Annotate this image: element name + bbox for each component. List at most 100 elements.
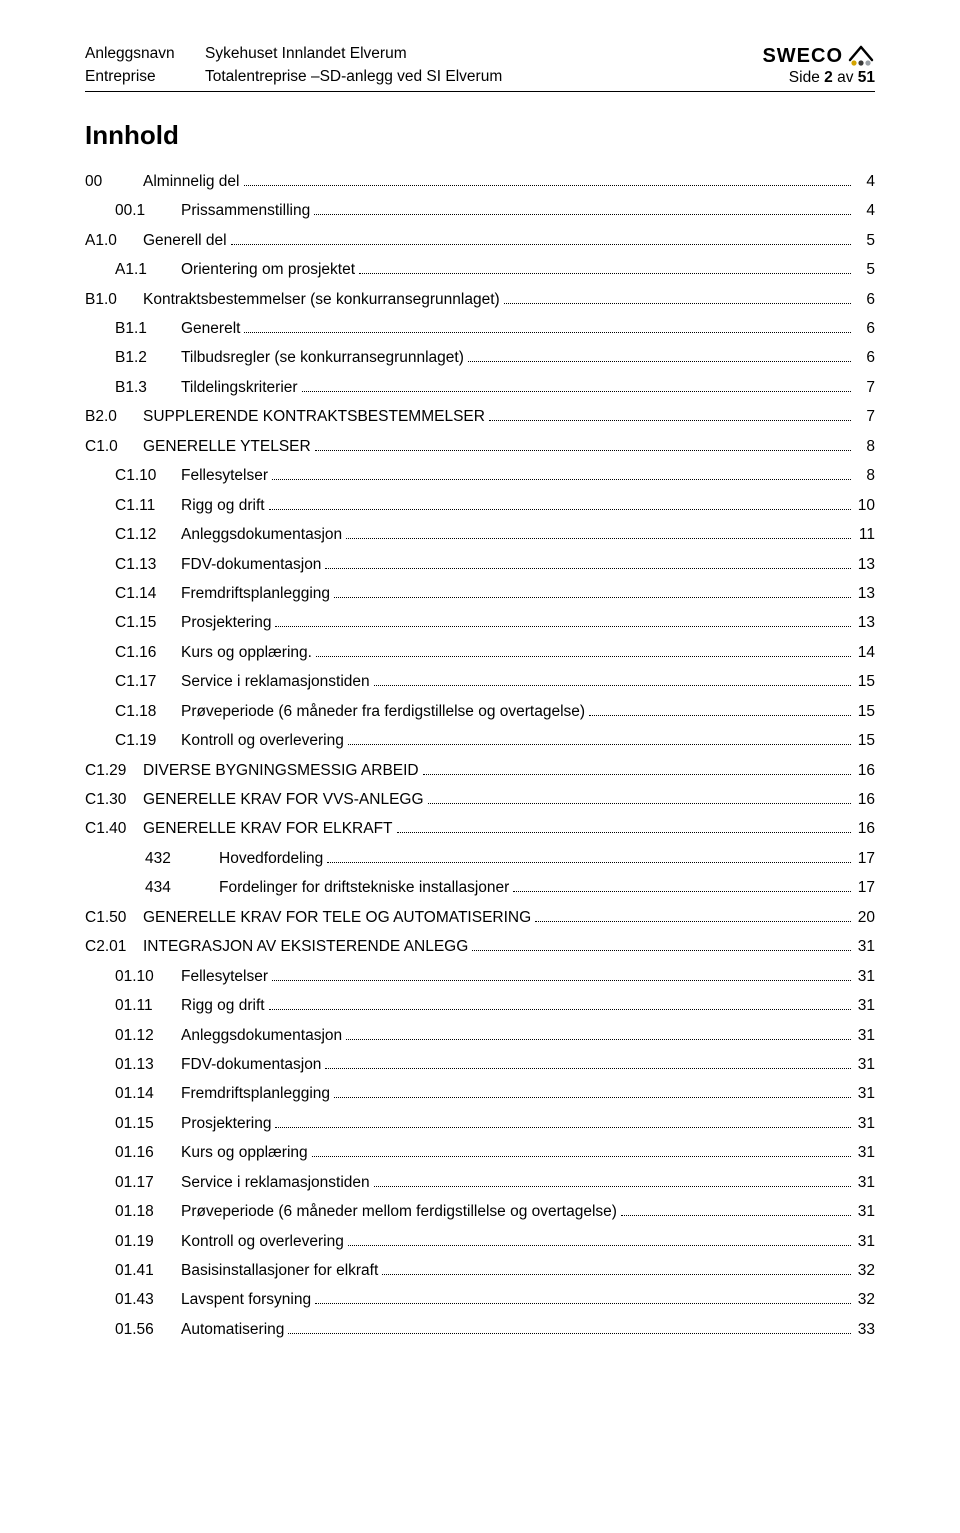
toc-entry-page: 14 (855, 638, 875, 667)
toc-row[interactable]: C1.11Rigg og drift10 (85, 491, 875, 520)
toc-row[interactable]: 01.43Lavspent forsyning32 (85, 1285, 875, 1314)
toc-entry-label: Kontroll og overlevering (181, 1227, 344, 1256)
toc-entry-label: Lavspent forsyning (181, 1285, 311, 1314)
toc-row[interactable]: 00Alminnelig del4 (85, 167, 875, 196)
page-num-prefix: Side (789, 69, 824, 86)
toc-row[interactable]: 01.14Fremdriftsplanlegging31 (85, 1079, 875, 1108)
toc-entry-number: C1.17 (85, 667, 181, 696)
toc-entry-label: Orientering om prosjektet (181, 255, 355, 284)
toc-entry-number: C1.10 (85, 461, 181, 490)
toc-row[interactable]: 01.19Kontroll og overlevering31 (85, 1227, 875, 1256)
toc-leader-dots (374, 1176, 851, 1187)
toc-leader-dots (382, 1264, 851, 1275)
toc-row[interactable]: B1.3Tildelingskriterier7 (85, 373, 875, 402)
toc-row[interactable]: 01.11Rigg og drift31 (85, 991, 875, 1020)
toc-leader-dots (423, 764, 851, 775)
toc-leader-dots (327, 852, 851, 863)
toc-entry-page: 31 (855, 1109, 875, 1138)
toc-entry-number: A1.0 (85, 226, 143, 255)
toc-leader-dots (269, 499, 851, 510)
toc-entry-label: GENERELLE YTELSER (143, 432, 311, 461)
toc-row[interactable]: B1.1Generelt6 (85, 314, 875, 343)
toc-entry-page: 32 (855, 1256, 875, 1285)
toc-row[interactable]: 01.15Prosjektering31 (85, 1109, 875, 1138)
toc-row[interactable]: C1.18Prøveperiode (6 måneder fra ferdigs… (85, 697, 875, 726)
toc-row[interactable]: C1.14Fremdriftsplanlegging13 (85, 579, 875, 608)
toc-row[interactable]: 01.17Service i reklamasjonstiden31 (85, 1168, 875, 1197)
page-num-total: 51 (858, 69, 875, 86)
toc-row[interactable]: A1.0Generell del5 (85, 226, 875, 255)
toc-entry-page: 4 (855, 167, 875, 196)
toc-row[interactable]: 00.1Prissammenstilling4 (85, 196, 875, 225)
sweco-logo: SWECO (762, 44, 875, 68)
toc-entry-number: 01.41 (85, 1256, 181, 1285)
toc-row[interactable]: 01.10Fellesytelser31 (85, 962, 875, 991)
toc-entry-label: Prøveperiode (6 måneder mellom ferdigsti… (181, 1197, 617, 1226)
toc-row[interactable]: C1.17Service i reklamasjonstiden15 (85, 667, 875, 696)
toc-row[interactable]: B1.2Tilbudsregler (se konkurransegrunnla… (85, 343, 875, 372)
toc-row[interactable]: 01.18Prøveperiode (6 måneder mellom ferd… (85, 1197, 875, 1226)
toc-row[interactable]: C1.40GENERELLE KRAV FOR ELKRAFT16 (85, 814, 875, 843)
toc-entry-label: Kontraktsbestemmelser (se konkurransegru… (143, 285, 500, 314)
toc-row[interactable]: 01.13FDV-dokumentasjon31 (85, 1050, 875, 1079)
toc-entry-number: 00 (85, 167, 143, 196)
toc-row[interactable]: 432Hovedfordeling17 (85, 844, 875, 873)
toc-entry-label: Tildelingskriterier (181, 373, 298, 402)
toc-row[interactable]: B1.0Kontraktsbestemmelser (se konkurrans… (85, 285, 875, 314)
toc-entry-number: C1.11 (85, 491, 181, 520)
toc-leader-dots (504, 293, 851, 304)
toc-row[interactable]: C1.16Kurs og opplæring.14 (85, 638, 875, 667)
toc-entry-label: SUPPLERENDE KONTRAKTSBESTEMMELSER (143, 402, 485, 431)
toc-entry-label: Fellesytelser (181, 461, 268, 490)
toc-row[interactable]: C1.19Kontroll og overlevering15 (85, 726, 875, 755)
toc-leader-dots (621, 1205, 851, 1216)
toc-row[interactable]: 01.16Kurs og opplæring31 (85, 1138, 875, 1167)
toc-entry-label: Prøveperiode (6 måneder fra ferdigstille… (181, 697, 585, 726)
toc-leader-dots (428, 793, 851, 804)
toc-entry-label: INTEGRASJON AV EKSISTERENDE ANLEGG (143, 932, 468, 961)
toc-row[interactable]: C1.10Fellesytelser8 (85, 461, 875, 490)
toc-entry-number: B1.2 (85, 343, 181, 372)
toc-row[interactable]: C2.01INTEGRASJON AV EKSISTERENDE ANLEGG3… (85, 932, 875, 961)
toc-row[interactable]: 01.12Anleggsdokumentasjon31 (85, 1021, 875, 1050)
toc-entry-page: 13 (855, 550, 875, 579)
toc-entry-page: 31 (855, 1168, 875, 1197)
toc-row[interactable]: 01.41Basisinstallasjoner for elkraft 32 (85, 1256, 875, 1285)
toc-row[interactable]: C1.29DIVERSE BYGNINGSMESSIG ARBEID16 (85, 756, 875, 785)
page: Anleggsnavn Sykehuset Innlandet Elverum … (0, 0, 960, 1404)
toc-entry-label: Tilbudsregler (se konkurransegrunnlaget) (181, 343, 464, 372)
toc-entry-label: Fellesytelser (181, 962, 268, 991)
toc-row[interactable]: 01.56Automatisering33 (85, 1315, 875, 1344)
toc-entry-number: 434 (85, 873, 219, 902)
toc-leader-dots (244, 175, 852, 186)
toc-entry-label: Anleggsdokumentasjon (181, 520, 342, 549)
toc-entry-page: 31 (855, 1079, 875, 1108)
toc-leader-dots (334, 587, 851, 598)
toc-entry-page: 31 (855, 1138, 875, 1167)
toc-row[interactable]: C1.13FDV-dokumentasjon13 (85, 550, 875, 579)
toc-entry-page: 6 (855, 285, 875, 314)
toc-row[interactable]: C1.12Anleggsdokumentasjon11 (85, 520, 875, 549)
toc-entry-label: Prissammenstilling (181, 196, 310, 225)
toc-entry-label: Kurs og opplæring. (181, 638, 312, 667)
toc-row[interactable]: A1.1Orientering om prosjektet5 (85, 255, 875, 284)
toc-leader-dots (275, 1117, 851, 1128)
toc-row[interactable]: B2.0SUPPLERENDE KONTRAKTSBESTEMMELSER7 (85, 402, 875, 431)
toc-entry-label: Basisinstallasjoner for elkraft (181, 1256, 378, 1285)
toc-entry-number: C1.29 (85, 756, 143, 785)
toc-row[interactable]: C1.15Prosjektering13 (85, 608, 875, 637)
toc-entry-label: Fordelinger for driftstekniske installas… (219, 873, 509, 902)
toc-leader-dots (374, 675, 851, 686)
toc-leader-dots (272, 970, 851, 981)
toc-entry-number: 01.15 (85, 1109, 181, 1138)
toc-row[interactable]: C1.50GENERELLE KRAV FOR TELE OG AUTOMATI… (85, 903, 875, 932)
toc-entry-number: 01.17 (85, 1168, 181, 1197)
toc-row[interactable]: C1.30GENERELLE KRAV FOR VVS-ANLEGG16 (85, 785, 875, 814)
toc-row[interactable]: 434Fordelinger for driftstekniske instal… (85, 873, 875, 902)
toc-entry-page: 32 (855, 1285, 875, 1314)
toc-entry-label: Automatisering (181, 1315, 284, 1344)
toc-leader-dots (359, 263, 851, 274)
toc-leader-dots (275, 617, 851, 628)
toc-row[interactable]: C1.0GENERELLE YTELSER8 (85, 432, 875, 461)
toc-entry-label: Anleggsdokumentasjon (181, 1021, 342, 1050)
